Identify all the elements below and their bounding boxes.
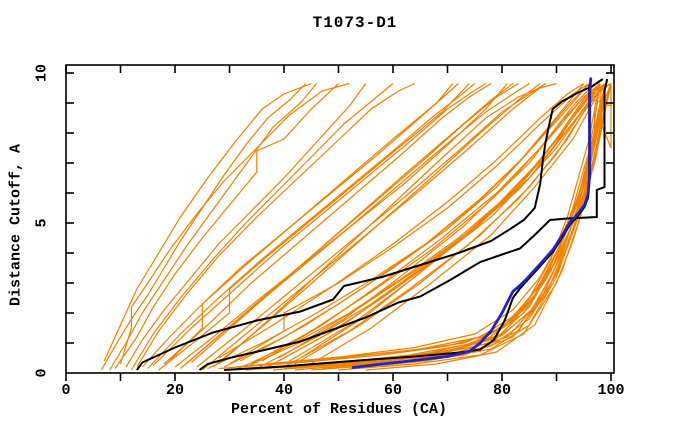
model-ensemble-curve	[136, 82, 416, 368]
x-tick-label-20: 20	[165, 382, 185, 399]
model-ensemble-curve	[169, 83, 459, 362]
model-ensemble-curve	[114, 83, 339, 369]
y-tick-label-10: 10	[33, 63, 51, 83]
model-ensemble-curve	[103, 82, 312, 362]
model-ensemble-curve	[256, 83, 607, 370]
model-ensemble-curve	[261, 83, 596, 362]
model-ensemble-curve	[100, 83, 307, 371]
model-ensemble-curve	[147, 83, 476, 369]
x-axis-title: Percent of Residues (CA)	[230, 401, 448, 418]
model-ensemble-curve	[267, 83, 607, 365]
model-ensemble-curve	[234, 83, 596, 371]
model-ensemble-curve	[152, 82, 487, 366]
x-tick-label-60: 60	[383, 382, 403, 399]
model-ensemble-curve	[119, 82, 350, 365]
model-ensemble-curve	[158, 83, 470, 371]
model-ensemble-curve	[278, 83, 601, 359]
model-ensemble-curve	[130, 83, 394, 371]
best-model-curve	[351, 77, 593, 369]
model-ensemble-curve	[240, 83, 590, 362]
model-ensemble-curve	[218, 83, 607, 370]
model-ensemble-curve	[294, 83, 607, 365]
model-ensemble-curve	[163, 82, 492, 365]
y-tick-label-5: 5	[33, 218, 51, 228]
model-ensemble-curve	[289, 82, 606, 362]
x-tick-label-40: 40	[274, 382, 294, 399]
model-ensemble-curve	[196, 82, 546, 368]
model-ensemble-curve	[191, 83, 514, 363]
model-ensemble-curve	[267, 83, 607, 368]
x-tick-label-80: 80	[492, 382, 512, 399]
y-tick-label-0: 0	[33, 368, 51, 378]
plot-frame	[65, 64, 615, 374]
x-tick-label-100: 100	[597, 382, 625, 399]
chart-title: T1073-D1	[312, 14, 398, 32]
model-ensemble-curve	[262, 83, 607, 370]
model-ensemble-curve	[218, 82, 557, 365]
x-tick-label-0: 0	[61, 382, 71, 399]
highlighted-model-2-curve	[198, 78, 609, 371]
model-ensemble-curve	[201, 83, 546, 371]
model-ensemble-curve	[229, 82, 590, 365]
highlighted-model-1-curve	[136, 78, 604, 371]
model-ensemble-curve	[109, 83, 318, 371]
model-ensemble-curve	[223, 83, 590, 368]
y-axis-title: Distance Cutoff, A	[7, 143, 25, 307]
model-ensemble-curve	[212, 83, 541, 368]
model-ensemble-curve	[283, 83, 612, 368]
model-ensemble-curve	[125, 83, 367, 368]
